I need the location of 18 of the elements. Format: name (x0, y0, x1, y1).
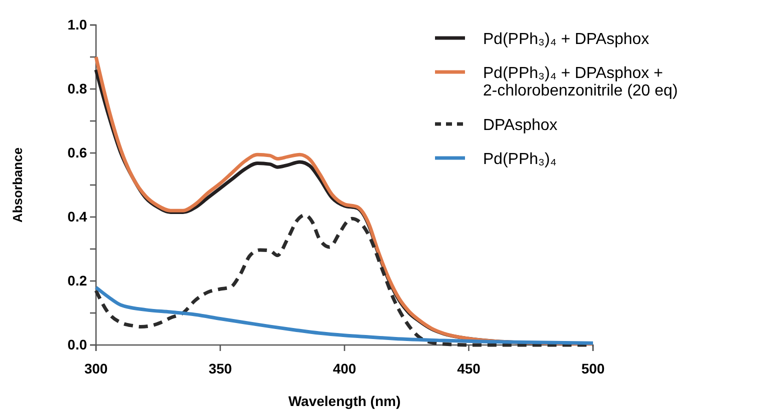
y-tick-label: 0.8 (68, 80, 88, 96)
legend-label: Pd(PPh₃)₄ (483, 151, 557, 168)
y-tick-label: 0.6 (68, 144, 88, 160)
x-tick-label: 500 (581, 360, 605, 377)
x-tick-label: 350 (208, 360, 232, 377)
y-tick-label: 1.0 (68, 16, 88, 32)
legend-label: DPAsphox (483, 117, 558, 134)
x-axis-title: Wavelength (nm) (288, 393, 401, 409)
x-tick-label: 300 (84, 360, 108, 377)
y-tick-label: 0.4 (68, 208, 88, 224)
legend-label: Pd(PPh₃)₄ + DPAsphox + 2-chlorobenzonitrile (20 eq) (483, 65, 678, 100)
legend-label: Pd(PPh₃)₄ + DPAsphox (483, 31, 650, 48)
x-tick-label: 400 (332, 360, 356, 377)
line-series (94, 286, 595, 345)
y-axis-title: Absorbance (10, 147, 25, 223)
y-tick-label: 0.2 (68, 272, 88, 288)
y-tick-label: 0.0 (68, 336, 88, 352)
x-tick-label: 450 (457, 360, 481, 377)
